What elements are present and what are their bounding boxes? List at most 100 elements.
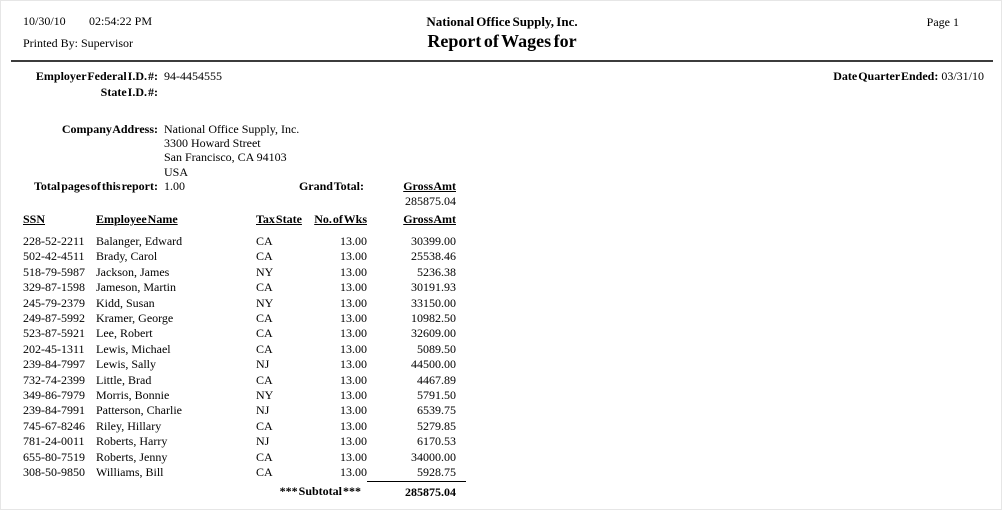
table-row: 745-67-8246 Riley, Hillary CA 13.00 5279.85 <box>23 419 466 434</box>
cell-ssn: 655-80-7519 <box>23 449 85 464</box>
table-row: 523-87-5921 Lee, Robert CA 13.00 32609.00 <box>23 326 466 341</box>
wages-table: SSN Employee Name Tax State No. of Wks G… <box>23 212 466 499</box>
table-row: 732-74-2399 Little, Brad CA 13.00 4467.89 <box>23 373 466 388</box>
cell-gross-amt: 44500.00 <box>411 357 456 372</box>
cell-gross-amt: 33150.00 <box>411 295 456 310</box>
table-row: 239-84-7991 Patterson, Charlie NJ 13.00 6539… <box>23 403 466 418</box>
cell-gross-amt: 6170.53 <box>417 434 456 449</box>
table-row: 249-87-5992 Kramer, George CA 13.00 10982.50 <box>23 311 466 326</box>
wage-table-body: 228-52-2211 Balanger, Edward CA 13.00 30399.… <box>23 234 466 481</box>
cell-tax-state: CA <box>256 311 273 326</box>
cell-no-of-wks: 13.00 <box>340 372 367 387</box>
table-row: 308-50-9850 Williams, Bill CA 13.00 5928.75 <box>23 465 466 481</box>
table-header-row: SSN Employee Name Tax State No. of Wks G… <box>23 212 466 234</box>
cell-ssn: 349-86-7979 <box>23 388 85 403</box>
cell-tax-state: CA <box>256 341 273 356</box>
cell-no-of-wks: 13.00 <box>340 465 367 480</box>
cell-employee-name: Williams, Bill <box>96 465 164 480</box>
cell-ssn: 228-52-2211 <box>23 234 85 248</box>
grand-total-value: 285875.04 <box>405 194 456 208</box>
cell-gross-amt: 10982.50 <box>411 311 456 326</box>
cell-employee-name: Jackson, James <box>96 264 170 279</box>
cell-no-of-wks: 13.00 <box>340 249 367 264</box>
cell-tax-state: NY <box>256 264 274 279</box>
cell-no-of-wks: 13.00 <box>340 434 367 449</box>
cell-tax-state: CA <box>256 249 273 264</box>
company-name-heading: National Office Supply, Inc. <box>426 14 578 29</box>
print-time: 02:54:22 PM <box>89 14 153 28</box>
cell-employee-name: Brady, Carol <box>96 249 158 264</box>
address-line: San Francisco, CA 94103 <box>164 150 287 165</box>
cell-employee-name: Little, Brad <box>96 372 152 387</box>
cell-employee-name: Patterson, Charlie <box>96 403 182 418</box>
cell-no-of-wks: 13.00 <box>340 449 367 464</box>
page-number: Page 1 <box>926 15 959 29</box>
cell-no-of-wks: 13.00 <box>340 403 367 418</box>
cell-ssn: 239-84-7991 <box>23 403 85 418</box>
cell-employee-name: Jameson, Martin <box>96 280 176 295</box>
cell-tax-state: CA <box>256 372 273 387</box>
cell-gross-amt: 4467.89 <box>417 372 456 387</box>
cell-no-of-wks: 13.00 <box>340 311 367 326</box>
cell-tax-state: NJ <box>256 357 270 372</box>
cell-tax-state: NY <box>256 388 274 403</box>
cell-employee-name: Roberts, Harry <box>96 434 168 449</box>
subtotal-value: 285875.04 <box>367 480 466 499</box>
table-row: 239-84-7997 Lewis, Sally NJ 13.00 44500.00 <box>23 357 466 372</box>
table-row: 502-42-4511 Brady, Carol CA 13.00 25538.46 <box>23 249 466 264</box>
column-header-tax-state: Tax State <box>256 212 302 226</box>
cell-no-of-wks: 13.00 <box>340 357 367 372</box>
cell-employee-name: Kramer, George <box>96 311 174 326</box>
cell-tax-state: NJ <box>256 403 270 418</box>
grand-total-label: Grand Total: <box>298 179 364 193</box>
cell-gross-amt: 30191.93 <box>411 280 456 295</box>
cell-employee-name: Balanger, Edward <box>96 234 183 248</box>
address-line: 3300 Howard Street <box>164 136 261 151</box>
column-header-ssn: SSN <box>23 212 46 226</box>
printed-by: Printed By: Supervisor <box>23 36 133 50</box>
cell-gross-amt: 5279.85 <box>417 418 456 433</box>
cell-employee-name: Riley, Hillary <box>96 418 162 433</box>
table-row: 655-80-7519 Roberts, Jenny CA 13.00 34000.00 <box>23 450 466 465</box>
cell-no-of-wks: 13.00 <box>340 341 367 356</box>
cell-gross-amt: 6539.75 <box>417 403 456 418</box>
cell-employee-name: Morris, Bonnie <box>96 388 170 403</box>
cell-ssn: 202-45-1311 <box>23 341 85 356</box>
state-id-label: State I.D. #: <box>100 85 158 99</box>
table-row: 518-79-5987 Jackson, James NY 13.00 5236.38 <box>23 265 466 280</box>
cell-employee-name: Lewis, Sally <box>96 357 156 372</box>
cell-gross-amt: 34000.00 <box>411 449 456 464</box>
cell-ssn: 329-87-1598 <box>23 280 85 295</box>
subtotal-row: *** Subtotal *** 285875.04 <box>23 480 466 499</box>
cell-tax-state: CA <box>256 465 273 480</box>
cell-tax-state: CA <box>256 280 273 295</box>
cell-no-of-wks: 13.00 <box>340 418 367 433</box>
cell-no-of-wks: 13.00 <box>340 280 367 295</box>
cell-ssn: 502-42-4511 <box>23 249 85 264</box>
quarter-ended-value: 03/31/10 <box>941 69 984 83</box>
cell-no-of-wks: 13.00 <box>340 326 367 341</box>
cell-tax-state: CA <box>256 449 273 464</box>
table-row: 245-79-2379 Kidd, Susan NY 13.00 33150.00 <box>23 296 466 311</box>
cell-gross-amt: 25538.46 <box>411 249 456 264</box>
cell-no-of-wks: 13.00 <box>340 264 367 279</box>
cell-gross-amt: 32609.00 <box>411 326 456 341</box>
cell-ssn: 745-67-8246 <box>23 418 85 433</box>
cell-tax-state: NJ <box>256 434 270 449</box>
header-divider <box>11 60 993 62</box>
cell-ssn: 249-87-5992 <box>23 311 85 326</box>
cell-tax-state: CA <box>256 234 273 248</box>
quarter-ended: Date Quarter Ended: 03/31/10 <box>833 69 984 84</box>
cell-gross-amt: 5089.50 <box>417 341 456 356</box>
quarter-ended-label: Date Quarter Ended: <box>833 69 939 83</box>
cell-ssn: 239-84-7997 <box>23 357 85 372</box>
table-row: 329-87-1598 Jameson, Martin CA 13.00 30191.9… <box>23 280 466 295</box>
total-pages-value: 1.00 <box>164 179 185 193</box>
grand-total-column-header: Gross Amt <box>403 179 456 193</box>
cell-gross-amt: 5791.50 <box>417 388 456 403</box>
column-header-gross-amt: Gross Amt <box>403 212 456 226</box>
cell-no-of-wks: 13.00 <box>340 234 367 248</box>
cell-no-of-wks: 13.00 <box>340 295 367 310</box>
column-header-no-of-wks: No. of Wks <box>314 212 367 226</box>
